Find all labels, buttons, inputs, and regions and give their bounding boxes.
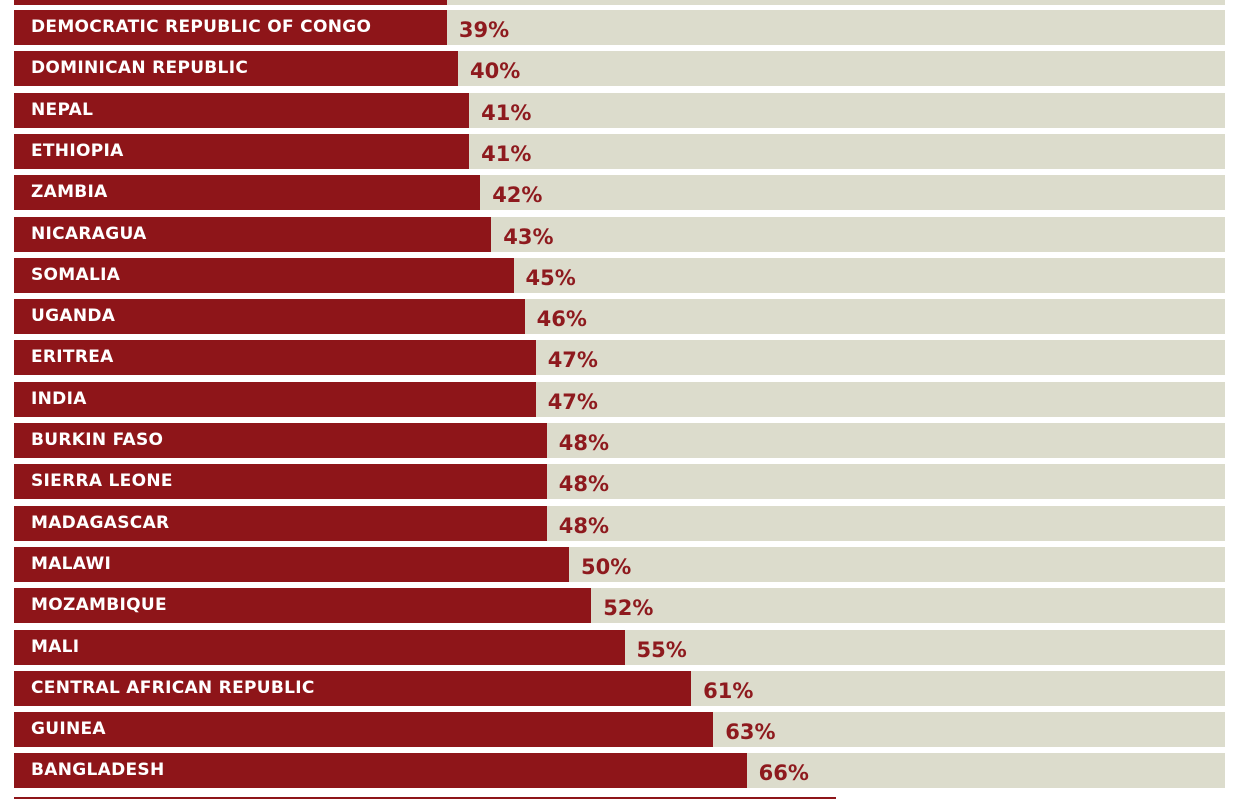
bar (14, 92, 470, 128)
bar (14, 464, 547, 500)
category-label: MADAGASCAR (31, 512, 170, 533)
category-label: GUINEA (31, 719, 106, 740)
category-label: SIERRA LEONE (31, 471, 173, 492)
data-label: 47% (547, 348, 598, 373)
bar (14, 216, 492, 252)
bar-track-cropped-top (447, 0, 1225, 5)
bar (14, 629, 625, 665)
data-label: 66% (758, 761, 809, 786)
category-label: DEMOCRATIC REPUBLIC OF CONGO (31, 17, 372, 37)
category-label: DOMINICAN REPUBLIC (31, 58, 249, 79)
category-label: ETHIOPIA (31, 140, 124, 161)
category-label: BANGLADESH (31, 760, 165, 781)
bar (14, 588, 592, 624)
data-label: 46% (536, 307, 587, 332)
data-label: 43% (503, 224, 554, 249)
category-label: INDIA (31, 388, 87, 409)
bar (14, 51, 458, 87)
data-label: 40% (470, 59, 521, 84)
category-label: CENTRAL AFRICAN REPUBLIC (31, 677, 315, 698)
bar (14, 423, 547, 458)
bar (14, 257, 514, 293)
bar (14, 505, 547, 541)
bar (14, 340, 536, 376)
category-label: MALI (31, 636, 80, 657)
data-label: 48% (558, 431, 610, 455)
data-label: 63% (725, 720, 776, 745)
data-label: 41% (481, 100, 532, 125)
category-label: SOMALIA (31, 264, 121, 285)
category-label: ERITREA (31, 347, 114, 368)
bar (14, 133, 470, 169)
bar (14, 753, 747, 789)
data-label: 61% (703, 678, 754, 703)
category-label: BURKIN FASO (31, 430, 164, 450)
data-label: 55% (636, 637, 687, 662)
category-label: UGANDA (31, 306, 116, 327)
bar (14, 546, 569, 582)
category-label: NICARAGUA (31, 223, 147, 244)
category-label: NEPAL (31, 99, 94, 120)
data-label: 47% (547, 389, 598, 414)
data-label: 41% (481, 141, 532, 166)
category-label: MOZAMBIQUE (31, 595, 167, 616)
data-label: 42% (492, 183, 543, 208)
data-label: 48% (558, 472, 610, 497)
bar (14, 175, 481, 211)
bar (14, 670, 692, 706)
data-label: 52% (603, 596, 654, 621)
bar (14, 10, 447, 45)
data-label: 45% (525, 265, 576, 290)
data-label: 39% (458, 18, 510, 42)
category-label: MALAWI (31, 553, 112, 574)
data-label: 50% (581, 554, 632, 579)
bar (14, 299, 525, 335)
bar-cropped-top (14, 0, 447, 5)
data-label: 48% (558, 513, 610, 538)
bar-cropped-bottom (14, 797, 836, 799)
bar (14, 712, 714, 748)
bar (14, 381, 536, 417)
category-label: ZAMBIA (31, 182, 108, 203)
